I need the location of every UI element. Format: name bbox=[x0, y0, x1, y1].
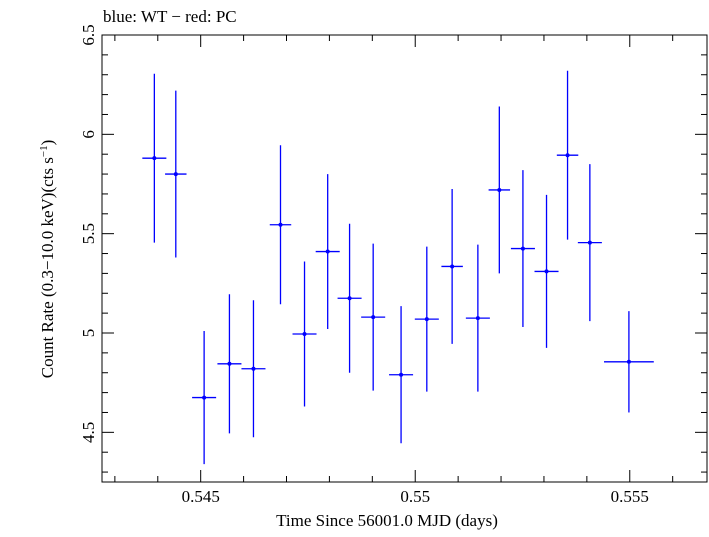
data-marker bbox=[251, 366, 256, 371]
data-marker bbox=[520, 246, 525, 251]
data-point bbox=[556, 70, 579, 240]
y-axis-label: Count Rate (0.3−10.0 keV)(cts s−1) bbox=[38, 140, 57, 379]
data-point bbox=[488, 106, 511, 274]
data-marker bbox=[371, 315, 376, 320]
y-tick-label: 6.5 bbox=[79, 24, 98, 45]
data-point bbox=[510, 170, 535, 328]
data-marker bbox=[227, 361, 232, 366]
data-marker bbox=[325, 249, 330, 254]
data-marker bbox=[173, 172, 178, 177]
x-axis-label: Time Since 56001.0 MJD (days) bbox=[276, 511, 498, 530]
data-point bbox=[577, 164, 602, 322]
data-marker bbox=[424, 317, 429, 322]
data-point bbox=[269, 145, 292, 305]
x-tick-label: 0.545 bbox=[182, 487, 220, 506]
data-point bbox=[337, 223, 362, 373]
data-marker bbox=[626, 359, 631, 364]
y-tick-label: 6 bbox=[79, 130, 98, 139]
data-point bbox=[604, 311, 654, 413]
data-point bbox=[241, 300, 266, 438]
data-point bbox=[465, 244, 490, 392]
data-marker bbox=[497, 187, 502, 192]
data-marker bbox=[399, 372, 404, 377]
data-point bbox=[165, 90, 187, 258]
data-marker bbox=[450, 264, 455, 269]
tick-labels-group: 0.545 0.55 0.555 4.5 5 5.5 6 6.5 bbox=[79, 24, 649, 506]
data-marker bbox=[202, 395, 207, 400]
y-tick-label: 5 bbox=[79, 329, 98, 338]
data-point bbox=[217, 294, 242, 434]
data-point bbox=[389, 306, 414, 444]
chart-title: blue: WT − red: PC bbox=[103, 7, 237, 26]
data-marker bbox=[475, 316, 480, 321]
data-marker bbox=[587, 240, 592, 245]
data-marker bbox=[302, 331, 307, 336]
x-tick-label: 0.55 bbox=[400, 487, 430, 506]
axis-ticks-group bbox=[102, 34, 707, 482]
data-point bbox=[315, 174, 340, 330]
data-point bbox=[292, 261, 317, 407]
y-axis-label-exponent: −1 bbox=[38, 145, 50, 157]
data-points-group bbox=[142, 70, 654, 465]
data-point bbox=[192, 331, 217, 465]
data-point bbox=[441, 188, 463, 344]
data-point bbox=[361, 243, 386, 391]
y-axis-label-main: Count Rate (0.3−10.0 keV)(cts s bbox=[38, 157, 57, 378]
plot-frame bbox=[101, 34, 708, 483]
data-marker bbox=[152, 156, 157, 161]
data-marker bbox=[544, 269, 549, 274]
plot-frame-group bbox=[101, 34, 708, 483]
data-point bbox=[534, 194, 559, 348]
y-tick-label: 4.5 bbox=[79, 422, 98, 443]
data-point bbox=[414, 246, 439, 392]
data-marker bbox=[278, 222, 283, 227]
data-point bbox=[142, 73, 167, 243]
x-tick-label: 0.555 bbox=[611, 487, 649, 506]
y-axis-label-close: ) bbox=[38, 140, 57, 146]
data-marker bbox=[565, 153, 570, 158]
y-tick-label: 5.5 bbox=[79, 223, 98, 244]
data-marker bbox=[347, 296, 352, 301]
